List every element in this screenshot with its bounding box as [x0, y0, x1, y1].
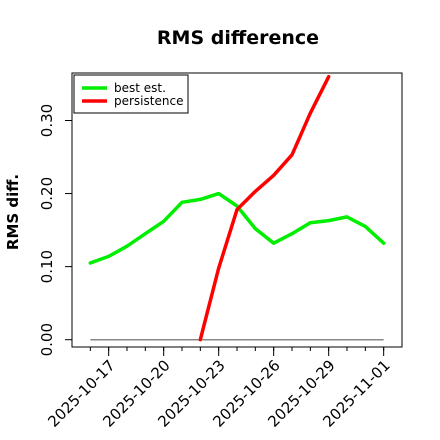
plot-area: 0.00 0.10 0.20 0.30 2025-10-172025-10-20202… [38, 72, 403, 431]
legend: best est. persistence [73, 74, 189, 114]
y-axis: 0.00 0.10 0.20 0.30 [38, 104, 72, 356]
legend-label-best-est: best est. [114, 81, 166, 95]
legend-box [73, 74, 189, 114]
series-line-best-est [88, 191, 386, 265]
y-tick-label: 0.00 [38, 323, 56, 356]
chart-title: RMS difference [157, 27, 319, 49]
y-tick-label: 0.30 [38, 104, 56, 137]
y-axis-label: RMS diff. [4, 174, 22, 250]
legend-label-persistence: persistence [114, 94, 183, 108]
series-line-persistence [198, 74, 331, 342]
series-group [88, 74, 386, 342]
y-tick-label: 0.20 [38, 177, 56, 210]
y-tick-label: 0.10 [38, 250, 56, 283]
x-axis: 2025-10-172025-10-202025-10-232025-10-26… [44, 347, 394, 431]
